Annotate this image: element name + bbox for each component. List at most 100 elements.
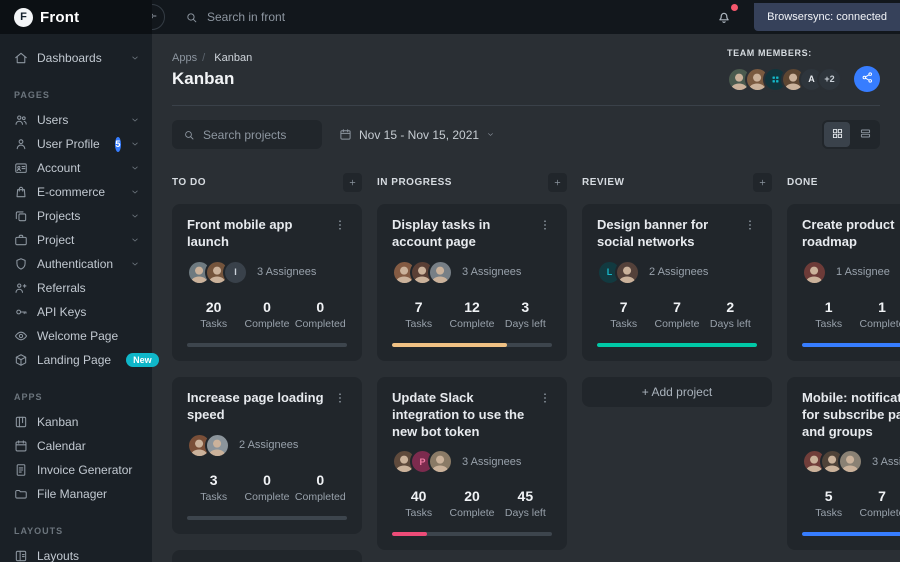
date-range-picker[interactable]: Nov 15 - Nov 15, 2021 [339, 128, 495, 142]
stat-label: Complete [859, 317, 900, 330]
person-icon [207, 262, 228, 283]
project-card[interactable]: Design banner for social networks L 2 Assi… [582, 204, 772, 361]
kebab-menu-icon[interactable] [538, 218, 552, 232]
sidebar-item-label: Kanban [37, 415, 79, 429]
progress-bar [187, 342, 347, 347]
briefcase-icon [14, 233, 28, 247]
breadcrumb-item-apps[interactable]: Apps [172, 52, 198, 64]
person-icon [189, 435, 210, 456]
column-add-button[interactable] [343, 173, 362, 192]
id-card-icon [14, 161, 28, 175]
sidebar-item-users[interactable]: Users [0, 108, 152, 132]
shopping-bag-icon [14, 185, 28, 199]
card-header: Design banner for social networks [597, 217, 757, 251]
card-stats: 1 Tasks 1 Complete [802, 299, 900, 330]
kebab-menu-icon[interactable] [333, 218, 347, 232]
sidebar-item-user-profile[interactable]: User Profile 5 [0, 132, 152, 156]
stat-tasks: 3 Tasks [187, 472, 240, 503]
grid-view-button[interactable] [824, 122, 850, 147]
project-card[interactable]: Display tasks in account page 3 Assignees… [377, 204, 567, 361]
stat-value: 20 [205, 298, 222, 315]
breadcrumb-item-kanban[interactable]: Kanban [214, 52, 253, 64]
sidebar-item-e-commerce[interactable]: E-commerce [0, 180, 152, 204]
card-header: Increase page loading speed [187, 390, 347, 424]
sidebar-item-label: Welcome Page [37, 329, 119, 343]
logo-grid-icon [769, 73, 782, 86]
sidebar-item-file-manager[interactable]: File Manager [0, 482, 152, 506]
share-button[interactable] [854, 66, 880, 92]
project-card[interactable]: Create product roadmap 1 Assignee 1 Tasks 1 C… [787, 204, 900, 361]
team-members-label: TEAM MEMBERS: [727, 48, 812, 58]
sidebar-item-invoice-generator[interactable]: Invoice Generator [0, 458, 152, 482]
add-project-button[interactable]: + Add project [582, 376, 772, 407]
card-assignees: P 3 Assignees [392, 449, 552, 475]
card-header: Mobile: notifications for subscribe page… [802, 390, 900, 441]
global-search-input[interactable]: Search in front [185, 10, 285, 24]
stat-label: Days left [504, 317, 546, 330]
kebab-menu-icon[interactable] [743, 218, 757, 232]
sidebar-item-api-keys[interactable]: API Keys [0, 300, 152, 324]
chevron-down-icon [130, 259, 140, 269]
avatar-initial: A [808, 74, 815, 84]
folder-icon [14, 487, 28, 501]
stat-completed: 0 Completed [294, 472, 347, 503]
sidebar-item-account[interactable]: Account [0, 156, 152, 180]
stat-complete: 7 Complete [650, 299, 703, 330]
sidebar-item-project[interactable]: Project [0, 228, 152, 252]
sidebar-item-welcome-page[interactable]: Welcome Page [0, 324, 152, 348]
sidebar-item-dashboards[interactable]: Dashboards [0, 46, 152, 70]
sidebar-item-calendar[interactable]: Calendar [0, 434, 152, 458]
avatar [615, 259, 640, 285]
sidebar-nav: Dashboards PAGES Users User Profile 5 Account… [0, 34, 159, 562]
stat-label: Tasks [405, 507, 433, 520]
sidebar-item-badge: 5 [114, 136, 121, 152]
project-card[interactable]: Implement a calendar plugin1 Assignee9Ta… [172, 549, 362, 562]
topbar: Search in front Browsersync: connected [139, 0, 900, 34]
stat-label: Completed [294, 317, 346, 330]
project-card[interactable]: Mobile: notifications for subscribe page… [787, 376, 900, 551]
card-title: Front mobile app launch [187, 217, 293, 249]
stat-tasks: 7 Tasks [597, 299, 650, 330]
avatar-initial: L [606, 267, 613, 278]
stat-label: Tasks [200, 490, 228, 503]
stat-tasks: 1 Tasks [802, 299, 855, 330]
chevron-down-icon [130, 163, 140, 173]
person-icon [840, 451, 861, 473]
project-search-placeholder: Search projects [203, 127, 287, 142]
sidebar-item-layouts[interactable]: Layouts [0, 544, 152, 562]
key-icon [14, 305, 28, 319]
sidebar-item-label: Projects [37, 209, 81, 223]
kebab-menu-icon[interactable] [333, 391, 347, 405]
column-add-button[interactable] [548, 173, 567, 192]
project-search-input[interactable]: Search projects [172, 120, 322, 149]
person-icon [747, 69, 768, 90]
person-icon [729, 69, 750, 90]
chevron-down-icon [130, 139, 140, 149]
grid-view-icon [831, 127, 844, 143]
list-view-button[interactable] [852, 122, 878, 147]
person-icon [430, 451, 451, 473]
brand[interactable]: F Front [0, 0, 152, 34]
card-assignees: I 3 Assignees [187, 259, 347, 285]
kanban-column-to-do: TO DO Front mobile app launch I 3 Assignees… [172, 173, 362, 562]
plus-icon [758, 175, 767, 190]
avatar-initial: +2 [824, 74, 835, 84]
project-card[interactable]: Front mobile app launch I 3 Assignees 20 Tas… [172, 204, 362, 361]
project-card[interactable]: Update Slack integration to use the new … [377, 376, 567, 551]
stat-label: Complete [244, 317, 290, 330]
project-card[interactable]: Increase page loading speed 2 Assignees 3 T… [172, 376, 362, 534]
stat-tasks: 7 Tasks [392, 299, 445, 330]
card-stats: 5 Tasks 7 Complete [802, 488, 900, 519]
sidebar-item-authentication[interactable]: Authentication [0, 252, 152, 276]
sidebar-item-referrals[interactable]: Referrals [0, 276, 152, 300]
sidebar-item-kanban[interactable]: Kanban [0, 410, 152, 434]
sidebar-item-projects[interactable]: Projects [0, 204, 152, 228]
card-stats: 7 Tasks 7 Complete 2 Days left [597, 299, 757, 330]
kebab-menu-icon[interactable] [538, 391, 552, 405]
notifications-button[interactable] [716, 4, 739, 25]
sidebar-item-landing-page[interactable]: Landing Page New [0, 348, 159, 372]
card-title: Mobile: notifications for subscribe page… [802, 389, 900, 439]
plus-icon [553, 175, 562, 190]
column-add-button[interactable] [753, 173, 772, 192]
kanban-column-in-progress: IN PROGRESS Display tasks in account page… [377, 173, 567, 562]
